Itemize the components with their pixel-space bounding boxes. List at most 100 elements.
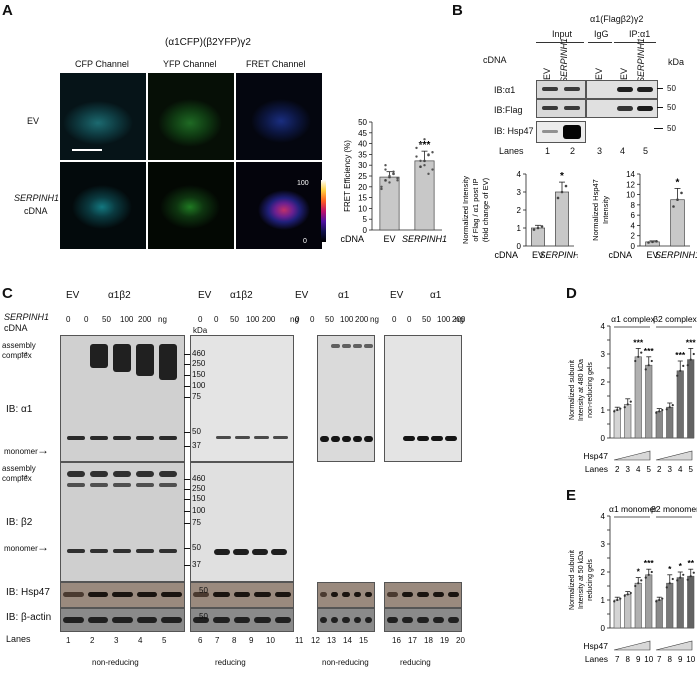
data-point	[560, 190, 564, 194]
data-point	[668, 406, 671, 409]
c-band-complex	[342, 344, 351, 348]
bar	[613, 599, 621, 629]
y-tick-label: 8	[631, 201, 636, 210]
significance-label: ***	[686, 337, 697, 347]
c-blot-hsp47-block3	[317, 582, 375, 608]
c-header-ev-0: EV	[66, 290, 80, 301]
data-point	[665, 408, 668, 411]
significance-label: *	[560, 171, 564, 182]
c-band-actin	[353, 617, 361, 623]
data-point	[647, 573, 650, 576]
y-axis-title-line: Normalized subunit	[569, 550, 576, 610]
y-tick-label: 4	[517, 170, 522, 179]
c-mw-tick	[184, 432, 190, 433]
c-mw-a1: 250	[192, 359, 206, 368]
c-header-label-3: α1	[430, 290, 442, 301]
significance-label: **	[687, 558, 694, 568]
c-lane-number: 19	[440, 636, 449, 645]
c-band-monomer	[67, 549, 85, 553]
c-band-complex	[90, 344, 108, 368]
data-point	[671, 577, 674, 581]
lane-number: 7	[657, 655, 662, 664]
data-point	[658, 410, 661, 413]
c-band-hsp47	[447, 592, 459, 597]
y-axis-title-line: of Flag / α1 post IP	[471, 178, 480, 241]
data-point	[556, 196, 560, 200]
c-band-monomer	[320, 436, 329, 442]
x-category-label: EV	[532, 250, 544, 260]
c-lane-number: 6	[198, 636, 203, 645]
c-band-monomer	[417, 436, 429, 441]
data-point	[679, 369, 682, 372]
data-point	[689, 358, 692, 361]
c-band-actin	[112, 617, 133, 623]
c-band-monomer	[364, 436, 373, 442]
y-tick-label: 45	[358, 129, 367, 138]
lane-number: 10	[644, 655, 653, 664]
b-ib-a1: IB:α1	[494, 85, 516, 95]
bar	[676, 577, 684, 629]
bar	[634, 582, 642, 629]
significance-label: ***	[675, 350, 686, 360]
c-condition-label: non-reducing	[322, 658, 369, 667]
c-band-monomer	[235, 436, 250, 439]
c-mw-a1: 150	[192, 370, 206, 379]
data-point	[532, 228, 536, 231]
c-band-monomer	[216, 436, 231, 439]
c-mw-b2: 75	[192, 518, 201, 527]
c-complex-1: complex	[2, 351, 32, 360]
data-point	[626, 593, 629, 596]
y-tick-label: 30	[358, 161, 367, 170]
data-point	[634, 584, 637, 588]
data-point	[650, 359, 653, 363]
data-point	[671, 404, 674, 407]
scatter-point	[423, 138, 426, 141]
b-lane-3: 3	[597, 146, 603, 156]
y-tick-label: 12	[626, 180, 635, 189]
c-band-monomer	[67, 436, 85, 440]
y-tick-label: 2	[631, 232, 636, 241]
c-mw-a1: 37	[192, 441, 201, 450]
c-dose: 100	[437, 315, 451, 324]
c-arrow-2: →	[37, 443, 49, 457]
scale-bar	[72, 149, 102, 151]
scatter-point	[427, 172, 430, 176]
c-band-actin	[136, 617, 158, 623]
y-axis-title-line: reducing gels	[587, 559, 594, 601]
data-point	[623, 594, 626, 597]
data-point	[676, 579, 679, 582]
group-label: β2 monomer	[651, 504, 697, 514]
data-point	[682, 364, 685, 367]
c-dose: 50	[422, 315, 431, 324]
bar	[645, 574, 653, 629]
y-tick-label: 0	[517, 242, 522, 251]
c-band-complex	[136, 471, 154, 477]
y-tick-label: 1	[601, 406, 606, 415]
data-point	[658, 598, 661, 602]
channel-label-cfp: CFP Channel	[75, 59, 129, 69]
c-band-hsp47	[274, 592, 291, 597]
significance-label: ***	[633, 337, 644, 347]
bar	[634, 356, 642, 439]
y-tick-label: 5	[363, 215, 368, 224]
data-point	[536, 226, 540, 230]
c-gene-label: SERPINH1	[4, 312, 50, 322]
lane-number: 9	[636, 655, 641, 664]
c-band-complex	[159, 471, 177, 477]
c-mw-tick	[184, 511, 190, 512]
c-band-monomer	[136, 549, 154, 553]
data-point	[613, 410, 616, 413]
b-lane-5: 5	[643, 146, 649, 156]
c-band-hsp47	[417, 592, 429, 597]
data-point	[686, 364, 689, 367]
c-mw-actin: 50	[199, 612, 208, 621]
lanes-label: Lanes	[585, 464, 608, 474]
c-band-actin	[331, 617, 339, 623]
y-axis-title-line: Intensity at 480 kDa	[578, 359, 585, 421]
data-point	[647, 364, 650, 367]
b-lane-2: 2	[570, 146, 576, 156]
data-point	[540, 225, 544, 228]
c-band-hsp47	[161, 592, 182, 597]
b-lanes-label: Lanes	[499, 146, 524, 156]
data-point	[665, 586, 668, 589]
